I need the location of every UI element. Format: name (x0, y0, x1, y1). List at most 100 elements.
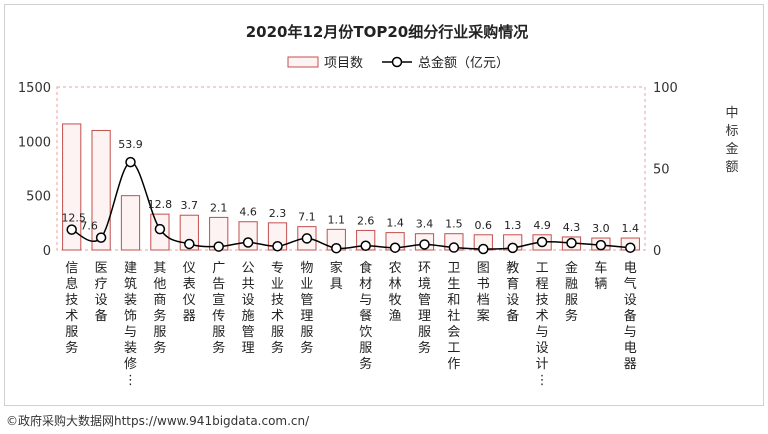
data-label: 3.7 (181, 199, 199, 212)
right-axis-label-char: 标 (725, 124, 738, 139)
category-label-char: 务 (565, 308, 578, 324)
category-label-char: 疗 (95, 277, 108, 292)
category-label-char: 餐 (359, 308, 372, 324)
category-label-char: 医 (95, 261, 108, 276)
category-label-char: 服 (271, 325, 284, 340)
category-label-char: 气 (624, 276, 637, 292)
category-label-char: 理 (300, 309, 313, 324)
category-label-char: 卫 (447, 261, 460, 276)
category-label-char: 器 (183, 309, 196, 324)
category-label-char: 电 (624, 341, 637, 356)
category-label-char: 电 (624, 261, 637, 276)
category-label-char: 计 (536, 357, 549, 372)
category-label-char: 建 (124, 261, 137, 276)
data-label: 1.4 (622, 222, 640, 235)
category-label-char: 育 (506, 276, 519, 292)
category-label-char: 和 (447, 293, 460, 308)
category-label-char: 务 (153, 308, 166, 324)
category-label-char: 装 (124, 293, 137, 308)
category-label-char: 备 (506, 308, 519, 324)
category-label-char: 器 (624, 357, 637, 372)
left-axis-tick: 1500 (18, 81, 51, 96)
line-point (389, 242, 401, 253)
category-label-char: 广 (212, 261, 225, 276)
right-axis-tick: 50 (653, 163, 670, 178)
category-label-char: 仪 (183, 293, 196, 308)
bar (62, 123, 82, 251)
category-label-char: 传 (212, 309, 225, 324)
data-label: 12.8 (148, 198, 173, 211)
data-label: 2.6 (357, 214, 375, 227)
category-label-char: 管 (300, 293, 313, 308)
category-label-char: 工 (447, 341, 460, 356)
chart-frame: 2020年12月份TOP20细分行业采购情况 项目数 总金额（亿元） 0 500 1… (4, 4, 764, 406)
category-label-char: 务 (300, 340, 313, 356)
category-label-char: 档 (477, 293, 490, 308)
source-footer: ©政府采购大数据网https://www.941bigdata.com.cn/ (6, 414, 310, 428)
category-label-char: 设 (95, 293, 108, 308)
right-axis-label-char: 金 (725, 141, 738, 157)
category-label-char: 术 (536, 309, 549, 324)
category-label-char: 生 (447, 277, 460, 292)
category-label-char: 与 (536, 325, 549, 340)
category-label-char: 牧 (389, 293, 402, 308)
category-label-char: 商 (153, 293, 166, 308)
category-label-char: 会 (447, 325, 460, 340)
data-label: 2.3 (269, 207, 287, 220)
category-label-char: 教 (506, 260, 519, 276)
category-label-char: 服 (153, 325, 166, 340)
line-point (536, 236, 548, 248)
line-point (595, 239, 607, 251)
right-axis-label-char: 额 (725, 160, 738, 175)
line-point (213, 241, 224, 252)
bar (179, 214, 199, 251)
data-label: 3.4 (416, 218, 434, 231)
line-point (242, 237, 254, 248)
line-point (184, 238, 195, 250)
category-label-char: 业 (271, 277, 284, 292)
category-label-char: 林 (389, 277, 402, 292)
line-point (154, 223, 166, 235)
category-label-char: 与 (624, 325, 637, 340)
line-point (331, 242, 342, 254)
line-point (625, 242, 636, 253)
category-label-char: 农 (389, 261, 402, 276)
line-point (95, 232, 107, 243)
legend-line-label: 总金额（亿元） (418, 55, 509, 71)
data-label: 12.5 (61, 212, 86, 225)
category-label-char: 务 (65, 340, 78, 356)
category-label-char: 与 (124, 325, 137, 340)
category-label-char: 物 (300, 261, 313, 276)
category-label-char: 服 (565, 293, 578, 308)
category-label-char: 设 (242, 293, 255, 308)
line-point (66, 224, 77, 235)
right-axis-tick: 100 (653, 81, 678, 96)
category-label-char: 服 (359, 341, 372, 356)
category-label-char: 具 (330, 277, 343, 292)
category-label-char: 境 (418, 277, 431, 292)
line-point (566, 237, 577, 249)
category-label-char: 服 (418, 325, 431, 340)
line-point (272, 241, 283, 252)
category-label-char: 技 (65, 293, 78, 308)
category-label-char: 融 (565, 277, 578, 292)
category-label-char: 务 (153, 340, 166, 356)
category-label-char: 专 (271, 261, 284, 276)
chart-title: 2020年12月份TOP20细分行业采购情况 (246, 23, 528, 41)
legend-line-marker (391, 56, 403, 68)
category-label-char: ⋮ (536, 373, 549, 388)
category-label-char: 备 (95, 308, 108, 324)
category-label-char: 设 (506, 293, 519, 308)
category-label-char: 仪 (183, 261, 196, 276)
category-label-char: 信 (65, 261, 78, 276)
line-point (478, 243, 489, 255)
category-label-char: 饮 (359, 325, 372, 340)
data-label: 3.0 (592, 222, 610, 235)
right-axis-tick: 0 (653, 244, 661, 259)
category-label-char: 术 (271, 309, 284, 324)
category-label-char: 材 (359, 277, 372, 292)
category-label-char: 理 (418, 309, 431, 324)
line-point (125, 156, 136, 168)
data-label: 1.5 (445, 218, 463, 231)
